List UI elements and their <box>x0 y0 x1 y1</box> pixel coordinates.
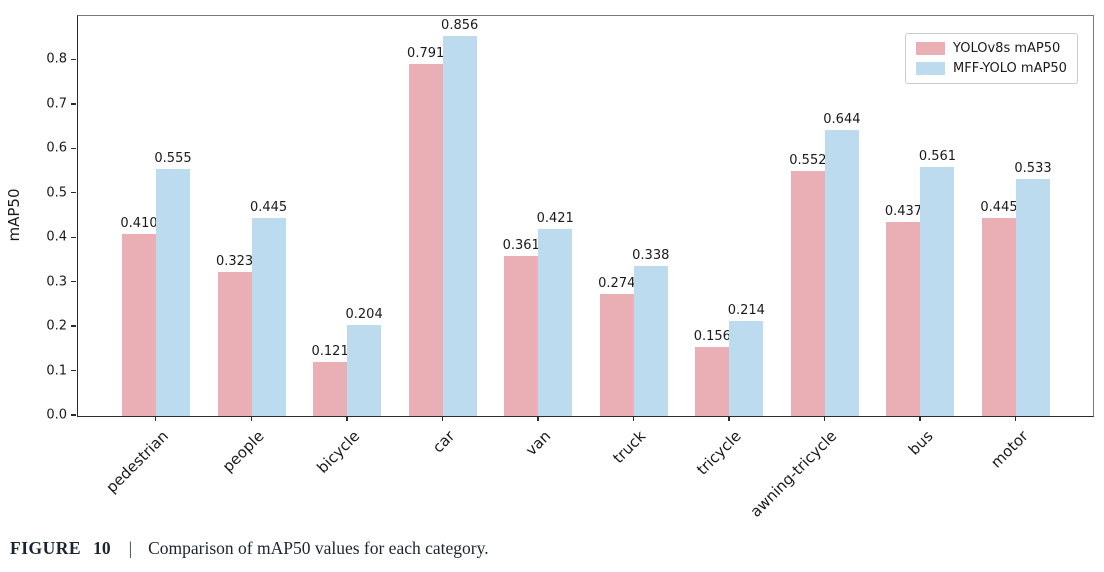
y-tick-mark <box>71 236 76 238</box>
x-tick-mark <box>441 416 444 421</box>
bar-yolov8s-people <box>217 272 252 416</box>
legend-swatch-yolov8s <box>916 42 945 55</box>
y-tick-mark <box>71 192 76 194</box>
bar-yolov8s-awning-tricycle <box>790 170 825 416</box>
x-tick-mark <box>728 416 730 421</box>
bar-value-label: 0.445 <box>980 200 1018 216</box>
legend: YOLOv8s mAP50 MFF-YOLO mAP50 <box>905 33 1078 84</box>
bar-mff-yolo-awning-tricycle <box>824 129 859 416</box>
legend-swatch-mff-yolo <box>916 62 945 75</box>
x-tick-mark <box>919 416 921 421</box>
bar-value-label: 0.323 <box>215 254 254 270</box>
y-tick-label: 0.0 <box>46 407 67 423</box>
bar-mff-yolo-pedestrian <box>156 169 190 416</box>
y-tick-label: 0.7 <box>46 96 67 112</box>
y-tick-mark <box>71 280 76 283</box>
y-tick-mark <box>71 103 76 105</box>
caption-text: Comparison of mAP50 values for each cate… <box>148 538 489 558</box>
bar-mff-yolo-bicycle <box>347 325 382 416</box>
x-tick-label-awning-tricycle: awning-tricycle <box>746 427 841 521</box>
bar-value-label: 0.561 <box>918 148 957 164</box>
x-tick-label-bus: bus <box>904 427 937 459</box>
bar-value-label: 0.437 <box>884 203 923 219</box>
bar-mff-yolo-motor <box>1016 179 1050 416</box>
y-tick-label: 0.5 <box>46 185 67 201</box>
x-tick-label-people: people <box>218 427 268 476</box>
bar-mff-yolo-bus <box>920 166 955 416</box>
x-tick-label-bicycle: bicycle <box>313 427 363 477</box>
bar-value-label: 0.421 <box>536 210 574 226</box>
x-tick-label-van: van <box>521 427 554 460</box>
bar-value-label: 0.445 <box>249 200 288 216</box>
bar-value-label: 0.410 <box>120 215 158 231</box>
bar-yolov8s-bicycle <box>313 362 348 416</box>
legend-item-mff-yolo: MFF-YOLO mAP50 <box>916 61 1067 76</box>
bar-value-label: 0.214 <box>727 302 765 318</box>
y-tick-label: 0.2 <box>46 318 67 334</box>
bar-value-label: 0.361 <box>502 237 540 253</box>
bar-value-label: 0.552 <box>789 152 827 168</box>
bar-value-label: 0.533 <box>1014 161 1052 177</box>
bar-yolov8s-motor <box>982 218 1016 416</box>
x-tick-label-tricycle: tricycle <box>693 427 746 479</box>
y-tick-label: 0.6 <box>46 140 67 156</box>
y-tick-label: 0.8 <box>46 51 67 67</box>
bar-value-label: 0.791 <box>407 46 445 62</box>
y-tick-mark <box>71 147 76 150</box>
y-axis-title: mAP50 <box>5 188 23 242</box>
bar-mff-yolo-truck <box>633 265 668 416</box>
x-tick-label-car: car <box>428 427 459 457</box>
y-tick-label: 0.1 <box>46 363 67 379</box>
x-tick-mark <box>537 416 539 421</box>
bar-value-label: 0.121 <box>311 344 349 360</box>
x-tick-mark <box>1015 416 1017 421</box>
bar-value-label: 0.856 <box>441 17 479 33</box>
x-tick-label-truck: truck <box>609 427 650 467</box>
caption-separator: | <box>128 538 133 558</box>
bar-yolov8s-van <box>504 255 539 416</box>
y-tick-mark <box>71 369 76 372</box>
x-tick-mark <box>250 416 252 421</box>
bar-mff-yolo-tricycle <box>729 320 764 416</box>
x-tick-label-motor: motor <box>987 427 1032 472</box>
x-tick-mark <box>155 416 157 421</box>
y-tick-mark <box>71 325 76 327</box>
bar-yolov8s-car <box>408 64 443 416</box>
bar-value-label: 0.274 <box>598 276 636 292</box>
bar-value-label: 0.338 <box>632 247 670 263</box>
bar-value-label: 0.555 <box>154 151 192 167</box>
legend-label-mff-yolo: MFF-YOLO mAP50 <box>953 61 1067 76</box>
y-tick-mark <box>71 414 76 416</box>
y-tick-label: 0.3 <box>46 274 67 290</box>
bar-yolov8s-tricycle <box>695 346 730 416</box>
bar-yolov8s-bus <box>886 221 921 416</box>
x-tick-mark <box>632 416 635 421</box>
figure-caption: FIGURE 10 | Comparison of mAP50 values f… <box>10 538 489 559</box>
legend-item-yolov8s: YOLOv8s mAP50 <box>916 41 1067 56</box>
caption-label: FIGURE <box>10 538 82 558</box>
x-tick-label-pedestrian: pedestrian <box>102 427 172 497</box>
bar-mff-yolo-van <box>538 228 573 416</box>
caption-number: 10 <box>93 538 111 558</box>
bar-value-label: 0.156 <box>693 328 731 344</box>
x-tick-mark <box>346 416 348 421</box>
bar-value-label: 0.644 <box>823 111 861 127</box>
bar-yolov8s-truck <box>599 294 634 416</box>
y-tick-mark <box>71 58 76 61</box>
bar-mff-yolo-car <box>442 35 477 416</box>
y-tick-label: 0.4 <box>46 229 67 245</box>
x-tick-mark <box>823 416 826 421</box>
bar-value-label: 0.204 <box>345 307 383 323</box>
legend-label-yolov8s: YOLOv8s mAP50 <box>953 41 1061 56</box>
bar-mff-yolo-people <box>251 218 286 416</box>
bar-yolov8s-pedestrian <box>122 233 156 416</box>
